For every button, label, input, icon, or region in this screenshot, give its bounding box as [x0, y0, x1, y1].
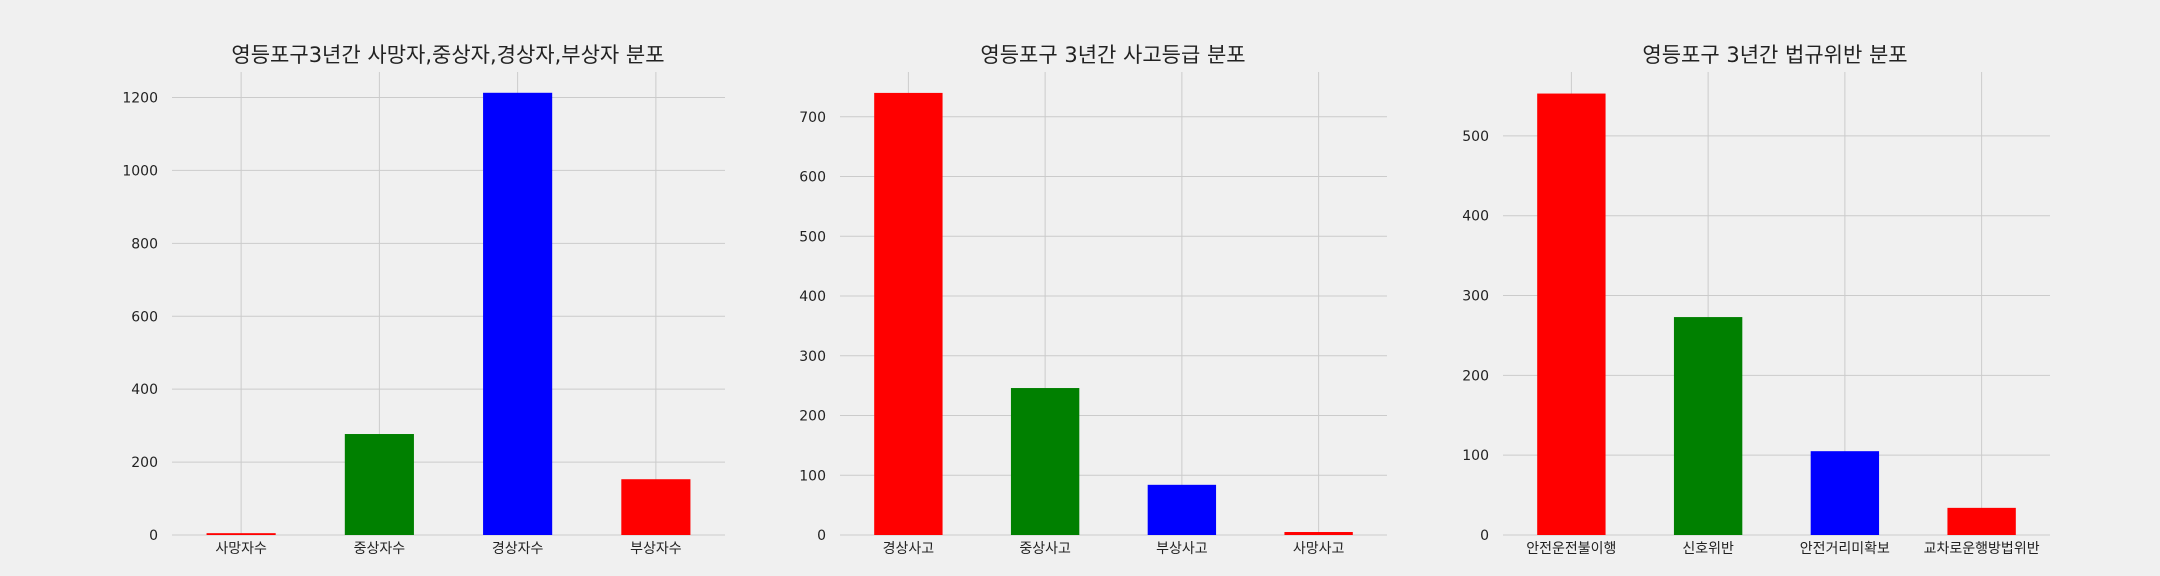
bar: [1947, 507, 2016, 535]
y-tick-label: 100: [799, 468, 826, 484]
y-tick-label: 0: [817, 528, 826, 544]
chart-title: 영등포구 3년간 법규위반 분포: [1642, 43, 1907, 67]
y-tick-label: 400: [1462, 209, 1489, 225]
x-tick-label: 경상자수: [492, 541, 544, 557]
bar: [344, 434, 414, 535]
y-tick-label: 0: [1480, 528, 1489, 544]
y-tick-label: 300: [1462, 289, 1489, 305]
y-tick-label: 200: [1462, 368, 1489, 384]
chart-panel-injuries: 영등포구3년간 사망자,중상자,경상자,부상자 분포 0 200 400 600 800…: [122, 43, 725, 557]
x-tick-label: 안전운전불이행: [1526, 541, 1616, 557]
bar: [1010, 388, 1080, 535]
y-tick-label: 600: [131, 309, 158, 325]
y-tick-label: 200: [799, 409, 826, 425]
y-tick-label: 200: [131, 455, 158, 471]
x-tick-label: 중상자수: [354, 541, 406, 557]
bar: [1147, 484, 1217, 535]
bar: [1537, 93, 1606, 535]
y-tick-label: 100: [1462, 448, 1489, 464]
chart-title: 영등포구 3년간 사고등급 분포: [980, 43, 1245, 67]
y-tick-label: 700: [799, 110, 826, 126]
bar: [1673, 317, 1743, 535]
x-tick-label: 부상자수: [630, 541, 682, 557]
chart-panel-violations: 영등포구 3년간 법규위반 분포 0 100 200 300 400 500 안전운전불이행…: [1462, 43, 2050, 557]
x-tick-label: 사망자수: [215, 541, 267, 557]
x-tick-label: 신호위반: [1682, 541, 1734, 557]
chart-panel-accident-grade: 영등포구 3년간 사고등급 분포 0 100 200 300 400 500 600 700 경…: [799, 43, 1387, 557]
x-tick-label: 경상사고: [883, 541, 935, 557]
y-tick-label: 400: [799, 289, 826, 305]
x-tick-label: 사망사고: [1293, 541, 1345, 557]
chart-title: 영등포구3년간 사망자,중상자,경상자,부상자 분포: [231, 43, 664, 67]
x-tick-label: 중상사고: [1019, 541, 1071, 557]
y-tick-label: 400: [131, 382, 158, 398]
x-tick-label: 부상사고: [1156, 541, 1208, 557]
y-tick-label: 1000: [122, 163, 158, 179]
x-tick-label: 안전거리미확보: [1800, 541, 1890, 557]
bar: [621, 479, 691, 535]
x-tick-label: 교차로운행방법위반: [1924, 541, 2040, 557]
y-tick-label: 1200: [122, 91, 158, 107]
y-tick-label: 600: [799, 170, 826, 186]
y-tick-label: 500: [1462, 129, 1489, 145]
y-tick-label: 0: [149, 528, 158, 544]
bar: [1810, 451, 1880, 535]
y-tick-label: 500: [799, 229, 826, 245]
y-tick-label: 800: [131, 236, 158, 252]
bar: [206, 533, 276, 535]
bar: [874, 92, 943, 536]
y-tick-label: 300: [799, 349, 826, 365]
bar: [1284, 532, 1353, 535]
bar: [483, 92, 553, 536]
